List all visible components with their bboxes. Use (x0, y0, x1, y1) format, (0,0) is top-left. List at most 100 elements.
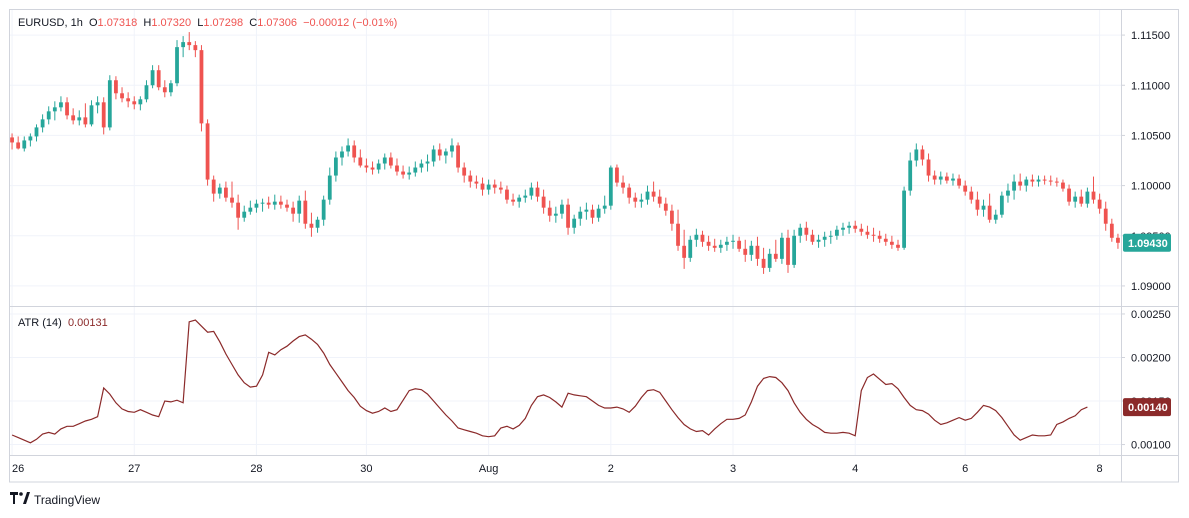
price-tick-label: 1.11500 (1131, 30, 1170, 42)
candle-body (963, 185, 968, 192)
candle-body (1036, 179, 1041, 182)
price-axis[interactable]: 1.115001.110001.105001.100001.095001.090… (1121, 30, 1171, 293)
candle-body (52, 107, 57, 112)
candle (902, 186, 906, 250)
last-price-badge (1123, 233, 1171, 252)
candle (865, 225, 870, 239)
candle-body (150, 70, 155, 86)
candle-body (706, 241, 711, 246)
candle (327, 167, 332, 205)
candle-body (340, 151, 344, 158)
candle-body (682, 245, 687, 258)
candle-body (498, 187, 503, 190)
atr-name[interactable]: ATR (14) (18, 317, 62, 329)
atr-tick-label: 0.00200 (1131, 352, 1171, 364)
candle (480, 177, 485, 196)
candle-body (162, 87, 167, 93)
candle (822, 231, 827, 247)
candle-body (676, 223, 680, 246)
time-axis[interactable]: 26 27 28 30 Aug 2 3 4 6 8 (12, 463, 1103, 475)
candle (755, 236, 760, 266)
candle (920, 145, 925, 166)
outer-border (9, 9, 1179, 483)
candle-body (773, 253, 778, 259)
candle-body (1073, 196, 1078, 202)
candle-body (523, 195, 528, 198)
candle (59, 96, 63, 112)
candle (1116, 233, 1120, 249)
candle-body (853, 225, 858, 229)
time-tick-label: 8 (1097, 463, 1103, 475)
candle (224, 181, 228, 202)
high-value: 1.07320 (151, 17, 192, 29)
candle (370, 161, 375, 175)
atr-line (11, 319, 1088, 444)
candle-body (315, 219, 320, 228)
candle (217, 183, 222, 199)
candle-body (896, 244, 900, 248)
candle-body (34, 127, 39, 137)
candle-body (370, 167, 375, 170)
candle (230, 181, 234, 208)
candle (358, 149, 363, 168)
candle-body (602, 205, 607, 209)
candle-body (407, 172, 412, 175)
candle-body (211, 179, 216, 194)
candle (309, 212, 314, 237)
candle (908, 152, 913, 196)
atr-tick-label: 0.00100 (1131, 440, 1171, 452)
candles-layer (10, 32, 1120, 274)
candle-body (1012, 181, 1016, 191)
candle (114, 76, 118, 100)
candle-body (529, 187, 534, 196)
candle-body (645, 191, 650, 200)
candle (340, 146, 344, 166)
candle (670, 204, 674, 231)
candle-body (291, 207, 296, 214)
candle-body (456, 145, 460, 168)
candle (553, 206, 558, 223)
candle (413, 161, 418, 177)
candle-body (877, 235, 882, 239)
candle-body (236, 202, 241, 218)
candle (535, 181, 540, 202)
candle-body (187, 42, 192, 46)
candle (46, 106, 51, 125)
candle (999, 191, 1004, 218)
close-label: C (249, 17, 258, 29)
candle (376, 159, 381, 174)
candle-body (731, 240, 735, 242)
candle (871, 227, 876, 242)
candle-body (22, 140, 27, 149)
tradingview-branding[interactable]: TradingView (10, 492, 100, 507)
candle-body (932, 175, 937, 180)
candle-body (376, 163, 381, 170)
candle (260, 198, 265, 212)
candle-body (77, 117, 82, 121)
candle (1048, 175, 1053, 186)
candle-body (114, 80, 118, 94)
candle-body (16, 142, 21, 149)
candle-body (547, 207, 552, 216)
chart-frame (9, 9, 1179, 483)
candle (596, 204, 601, 222)
symbol-name[interactable]: EURUSD, (18, 17, 68, 29)
candle (523, 189, 528, 203)
price-tick-label: 1.09000 (1131, 281, 1171, 293)
candle-body (908, 160, 913, 191)
candle (1006, 183, 1010, 203)
candle (749, 240, 754, 261)
symbol-legend: EURUSD, 1h O1.07318 H1.07320 L1.07298 C1… (18, 17, 397, 29)
candle (896, 239, 900, 251)
candle (71, 108, 76, 125)
candle (633, 192, 638, 208)
candle-body (584, 209, 589, 212)
candle-body (89, 105, 94, 125)
candle (957, 174, 961, 189)
candle-body (156, 70, 161, 88)
time-tick-label: 3 (730, 463, 736, 475)
interval-label[interactable]: 1h (70, 17, 83, 29)
